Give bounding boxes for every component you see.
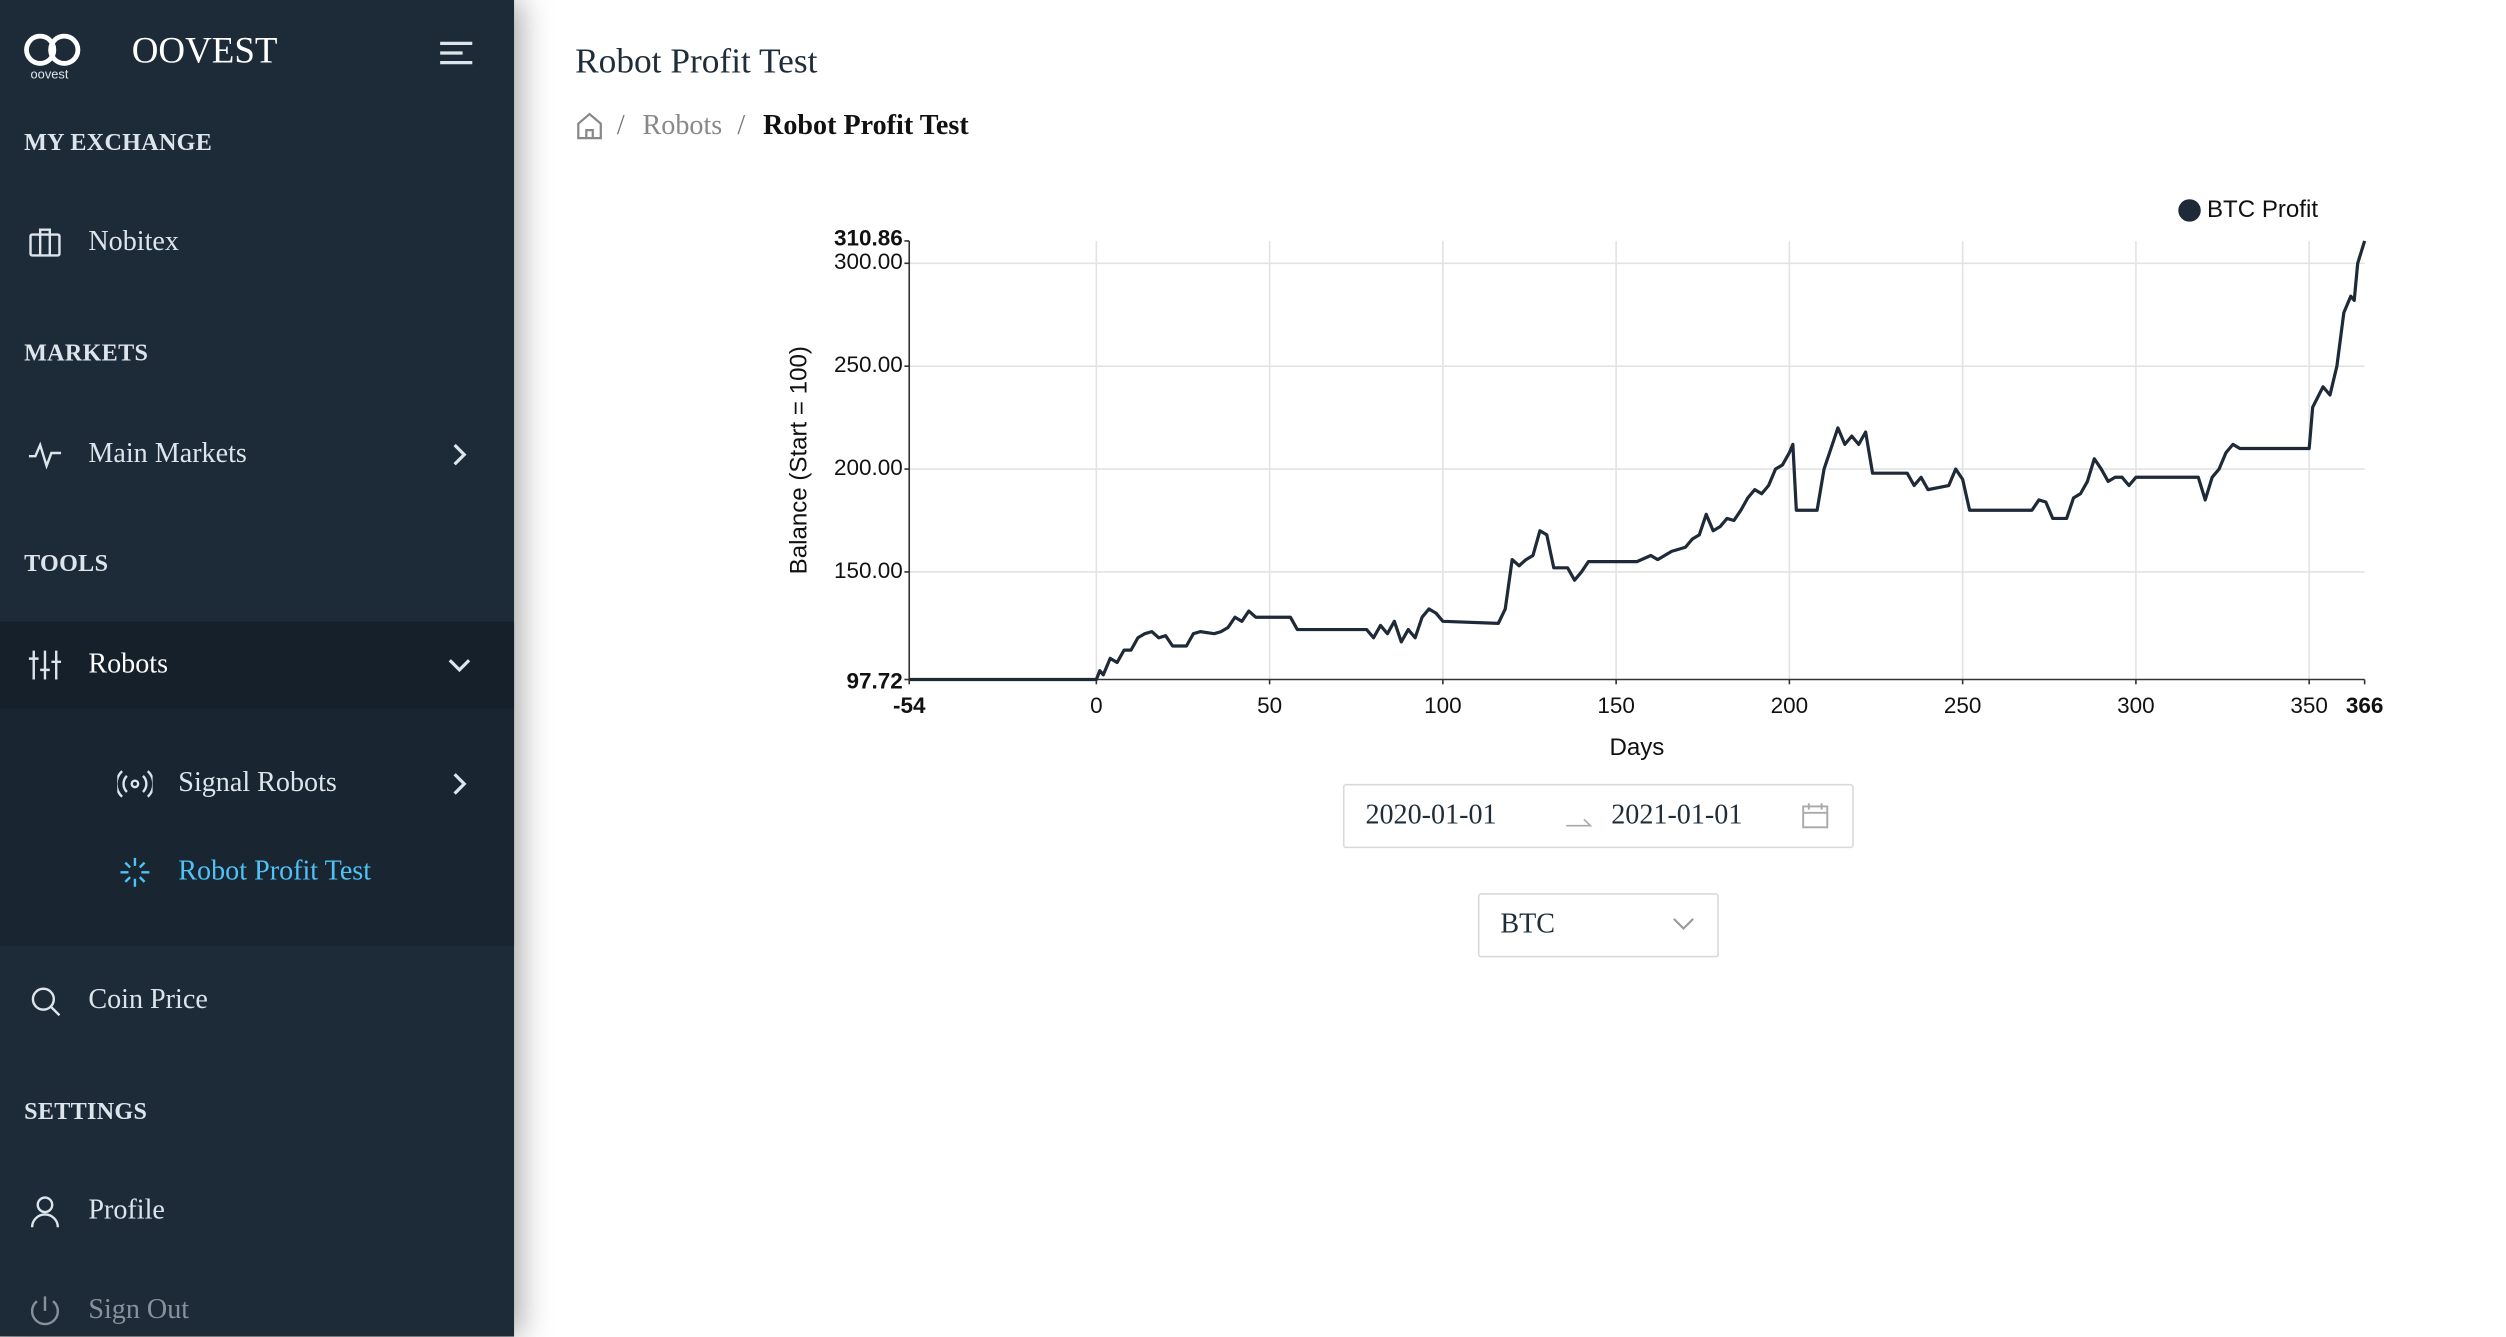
brand: OOVEST xyxy=(131,30,278,71)
nav-subitem-active[interactable]: Robot Profit Test xyxy=(178,853,372,886)
date-start[interactable]: 2020-01-01 xyxy=(1365,797,1497,830)
y-axis-label: Balance (Start = 100) xyxy=(785,346,812,574)
calendar-icon xyxy=(1802,803,1829,829)
nav-item[interactable]: Robots xyxy=(88,646,169,679)
chevron xyxy=(453,443,467,466)
page-title: Robot Profit Test xyxy=(575,40,818,81)
nav-item[interactable]: Sign Out xyxy=(88,1292,190,1325)
section-title: MARKETS xyxy=(24,341,149,368)
date-end[interactable]: 2021-01-01 xyxy=(1611,797,1743,830)
x-axis-label: Days xyxy=(1609,734,1664,761)
submenu-bg xyxy=(0,708,515,947)
home-icon[interactable] xyxy=(575,111,604,140)
x-tick-label: -54 xyxy=(893,693,926,718)
logo xyxy=(24,33,81,66)
section-title: MY EXCHANGE xyxy=(24,130,213,157)
active-band xyxy=(0,621,515,709)
icon xyxy=(120,857,150,887)
breadcrumb-separator: / xyxy=(737,108,746,141)
chevron xyxy=(448,659,471,673)
asset-value[interactable]: BTC xyxy=(1500,906,1556,939)
x-tick-label: 0 xyxy=(1090,693,1103,718)
icon xyxy=(29,228,61,257)
x-tick-label: 150 xyxy=(1597,693,1634,718)
icon xyxy=(31,987,61,1017)
legend-label: BTC Profit xyxy=(2207,196,2318,223)
breadcrumb-current: Robot Profit Test xyxy=(763,108,969,141)
icon xyxy=(28,650,62,680)
nav-item[interactable]: Nobitex xyxy=(88,224,179,257)
section-title: TOOLS xyxy=(24,551,109,578)
icon xyxy=(30,1196,60,1228)
select-arrow xyxy=(1673,918,1694,930)
y-tick-label: 310.86 xyxy=(834,225,903,250)
legend-marker xyxy=(2178,199,2201,222)
line-series xyxy=(909,240,2367,682)
nav-item[interactable]: Coin Price xyxy=(88,982,208,1015)
breadcrumb-separator: / xyxy=(616,108,625,141)
section-title: SETTINGS xyxy=(24,1099,148,1126)
icon xyxy=(30,1296,60,1326)
y-tick-label: 97.72 xyxy=(847,669,903,694)
date-range[interactable] xyxy=(1342,783,1854,849)
nav-subitem[interactable]: Signal Robots xyxy=(178,765,337,798)
menu-toggle[interactable] xyxy=(439,39,474,68)
nav-item[interactable]: Profile xyxy=(88,1192,165,1225)
x-tick-label: 100 xyxy=(1424,693,1462,718)
asset-select[interactable] xyxy=(1477,893,1719,958)
icon xyxy=(117,770,153,798)
x-tick-label: 250 xyxy=(1944,693,1981,718)
x-tick-label: 50 xyxy=(1257,693,1282,718)
range-arrow xyxy=(1566,818,1593,827)
nav-item[interactable]: Main Markets xyxy=(88,436,247,469)
y-tick-label: 150.00 xyxy=(834,558,903,583)
logo-caption: oovest xyxy=(30,67,69,82)
y-tick-label: 250.00 xyxy=(834,352,903,377)
y-tick-label: 300.00 xyxy=(834,249,903,274)
sidebar: oovest OOVEST MY EXCHANGE Nobitex MARKET… xyxy=(0,0,515,1337)
chevron xyxy=(453,773,467,795)
x-tick-label: 300 xyxy=(2117,693,2154,718)
x-tick-label: 200 xyxy=(1771,693,1809,718)
x-tick-label: 350 xyxy=(2290,693,2327,718)
y-tick-label: 200.00 xyxy=(834,455,903,480)
x-tick-label: 366 xyxy=(2346,693,2384,718)
icon xyxy=(28,441,62,470)
breadcrumb-link[interactable]: Robots xyxy=(642,108,723,141)
